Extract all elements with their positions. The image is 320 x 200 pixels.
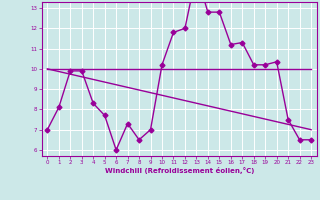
X-axis label: Windchill (Refroidissement éolien,°C): Windchill (Refroidissement éolien,°C) (105, 167, 254, 174)
